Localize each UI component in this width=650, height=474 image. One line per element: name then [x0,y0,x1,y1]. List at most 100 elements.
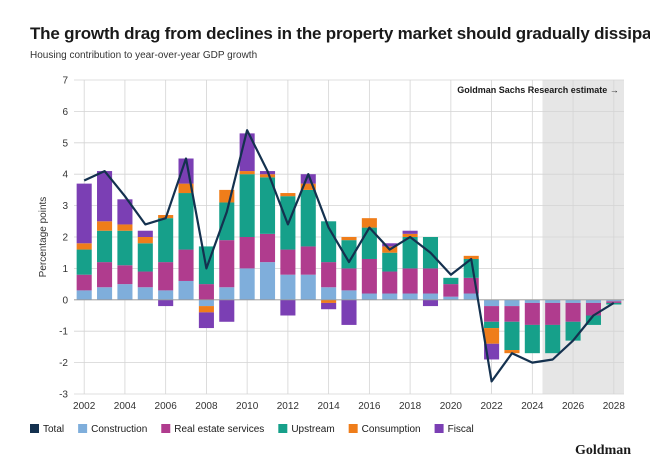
bar-upstream [402,237,418,269]
bar-real-estate-services [280,249,296,275]
bar-real-estate-services [158,262,174,291]
bar-fiscal [117,199,133,225]
bar-fiscal [300,174,316,184]
bar-consumption [361,218,377,228]
y-tick-label: -1 [59,327,68,338]
bar-real-estate-services [524,302,540,325]
bar-consumption [198,306,214,313]
bar-upstream [259,177,276,234]
bar-consumption [504,350,520,354]
y-tick-label: 0 [62,295,68,306]
x-tick-label: 2016 [358,401,381,412]
legend-swatch [161,424,171,433]
bar-consumption [178,183,194,194]
y-tick-label: 6 [62,107,68,118]
legend-label: Total [43,424,64,435]
bar-construction [239,268,255,300]
bar-construction [565,299,581,303]
bar-upstream [321,221,337,263]
bar-upstream [585,315,601,325]
bar-upstream [484,321,500,329]
bar-upstream [565,321,581,341]
legend-swatch [348,424,358,433]
bar-real-estate-services [239,237,255,269]
bar-upstream [117,230,133,266]
bar-fiscal [219,299,235,322]
bar-consumption [117,224,133,231]
bar-construction [259,262,276,300]
bar-upstream [219,202,235,241]
bar-fiscal [321,302,337,310]
y-tick-label: 3 [62,201,68,212]
bar-upstream [504,321,520,351]
x-tick-label: 2028 [603,401,626,412]
bar-fiscal [422,299,439,307]
bar-construction [606,299,622,302]
bar-upstream [239,174,255,237]
bar-construction [402,293,418,300]
bar-consumption [484,328,500,344]
bar-real-estate-services [198,284,214,300]
bar-fiscal [280,299,296,316]
bar-real-estate-services [422,268,439,294]
legend-label: Consumption [362,424,421,435]
bar-fiscal [402,230,418,234]
bar-fiscal [76,183,92,244]
forecast-annotation: Goldman Sachs Research estimate → [457,85,619,95]
bar-construction [117,284,133,300]
bar-upstream [76,249,92,275]
x-tick-label: 2004 [114,401,137,412]
bar-consumption [280,193,296,197]
bar-consumption [402,233,418,237]
y-tick-label: -2 [59,358,68,369]
bar-construction [504,299,520,307]
legend-swatch [78,424,88,433]
legend-label: Upstream [291,424,334,435]
bar-real-estate-services [76,274,92,291]
bar-consumption [97,221,113,231]
bar-upstream [137,243,153,272]
bar-fiscal [137,230,153,237]
bar-real-estate-services [219,240,235,288]
x-tick-label: 2018 [399,401,422,412]
bar-fiscal [198,312,214,329]
brand-logo-text: Goldman [575,443,632,458]
bar-consumption [463,255,479,259]
bar-real-estate-services [361,258,377,294]
bar-real-estate-services [545,302,561,325]
x-tick-label: 2010 [236,401,259,412]
x-tick-label: 2002 [73,401,96,412]
bar-fiscal [158,299,174,307]
bar-upstream [341,240,357,269]
bar-consumption [341,237,357,241]
bar-real-estate-services [504,306,520,322]
bar-real-estate-services [300,246,316,275]
legend-swatch [30,424,39,433]
bar-construction [219,287,235,300]
bar-real-estate-services [117,265,133,285]
legend-label: Fiscal [448,424,474,435]
x-tick-label: 2008 [195,401,218,412]
bar-upstream [545,324,561,354]
y-tick-label: 5 [62,138,68,149]
bar-upstream [443,277,459,285]
bar-upstream [158,218,174,263]
bar-consumption [321,299,337,303]
bar-upstream [463,258,479,278]
x-tick-label: 2026 [562,401,585,412]
bar-upstream [97,230,113,263]
x-tick-label: 2012 [277,401,300,412]
legend-swatch [434,424,444,433]
legend-swatch [278,424,288,433]
y-tick-label: 7 [62,76,68,87]
bar-construction [321,287,337,300]
bar-construction [97,287,113,300]
bar-construction [545,299,561,303]
bar-construction [158,290,174,300]
x-tick-label: 2014 [318,401,341,412]
bar-construction [422,293,439,300]
legend-label: Real estate services [174,424,264,435]
bar-consumption [137,237,153,244]
bar-real-estate-services [137,271,153,288]
